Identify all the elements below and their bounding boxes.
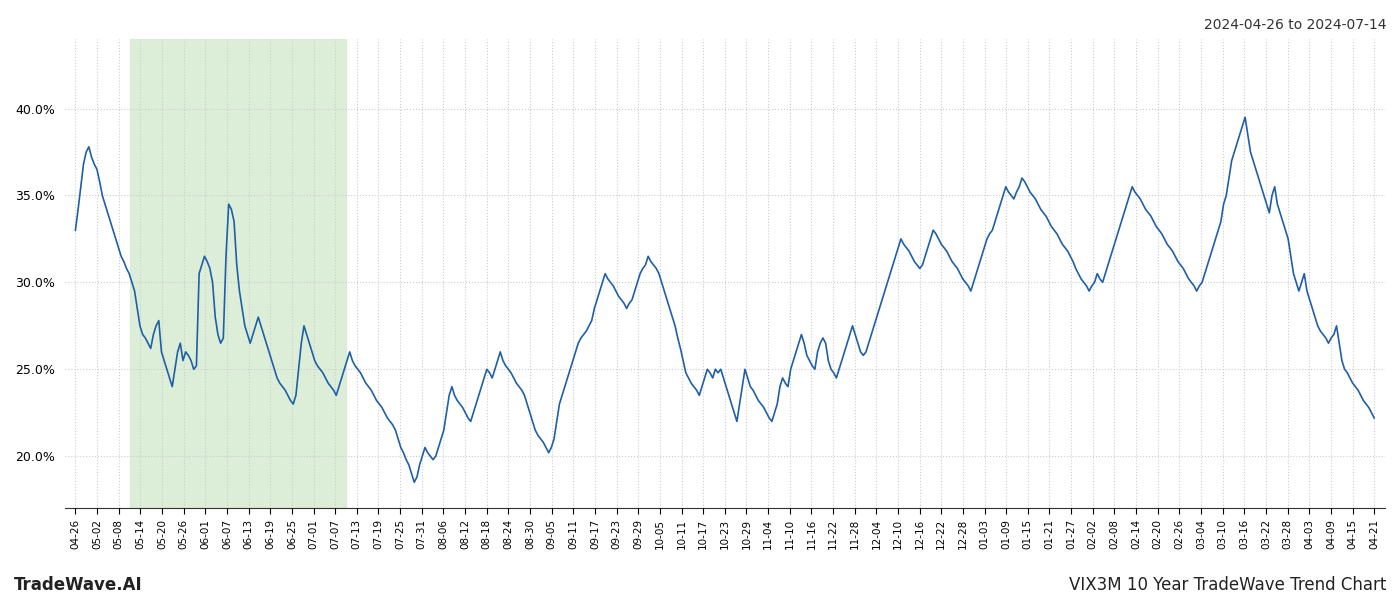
Bar	[130, 39, 346, 508]
Text: 2024-04-26 to 2024-07-14: 2024-04-26 to 2024-07-14	[1204, 18, 1386, 32]
Text: TradeWave.AI: TradeWave.AI	[14, 576, 143, 594]
Text: VIX3M 10 Year TradeWave Trend Chart: VIX3M 10 Year TradeWave Trend Chart	[1068, 576, 1386, 594]
